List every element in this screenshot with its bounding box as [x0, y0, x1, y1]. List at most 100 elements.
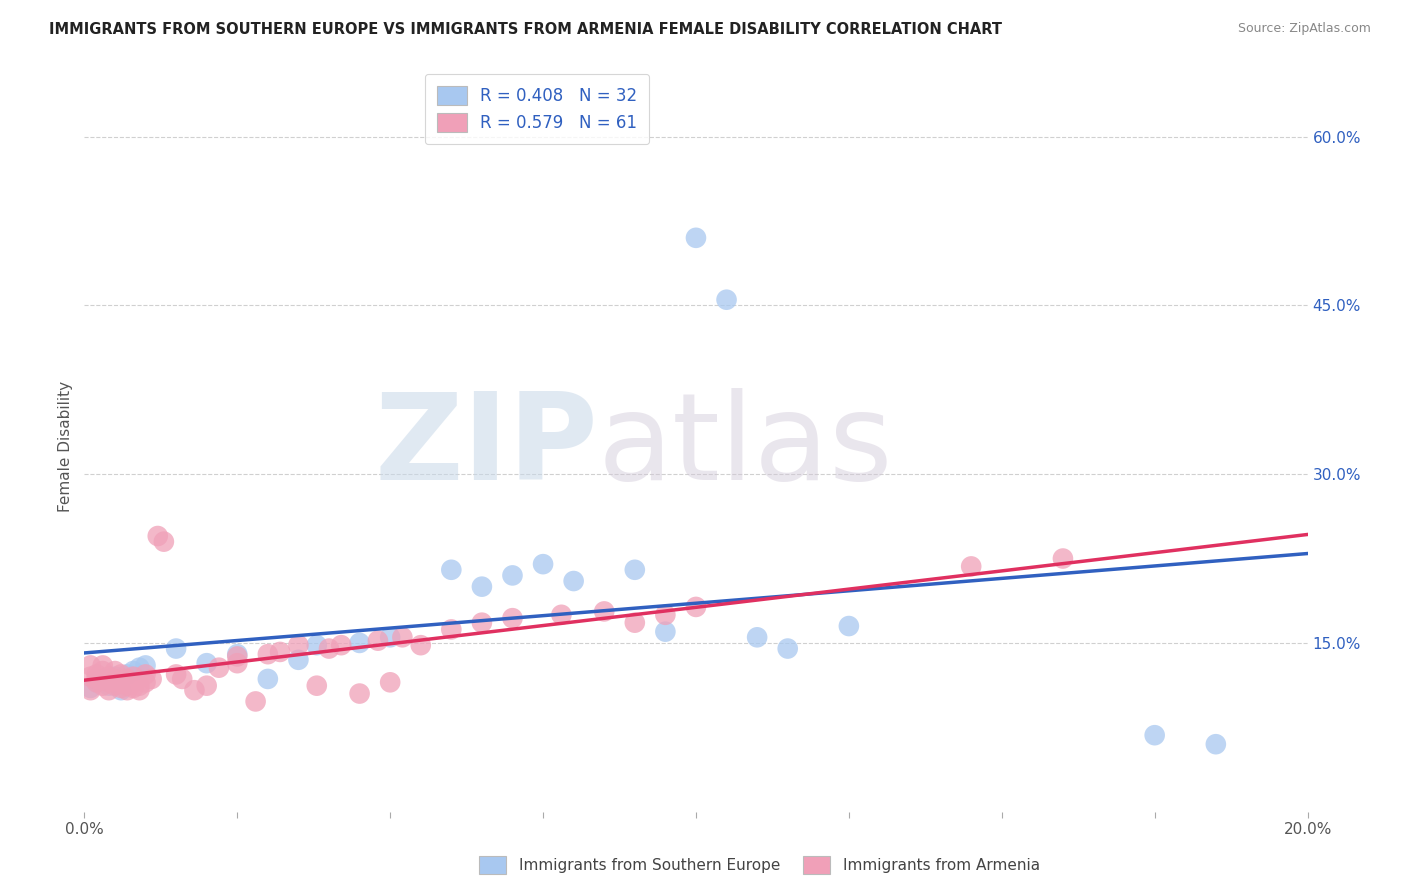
Point [593, 604, 616, 618]
Point [135, 667, 157, 681]
Point [195, 656, 218, 670]
Point [367, 633, 389, 648]
Point [91, 664, 114, 678]
Legend: Immigrants from Southern Europe, Immigrants from Armenia: Immigrants from Southern Europe, Immigra… [472, 850, 1046, 880]
Point [135, 658, 157, 673]
Point [440, 623, 463, 637]
Point [318, 641, 340, 656]
Point [110, 681, 132, 695]
Point [330, 638, 353, 652]
Point [122, 670, 145, 684]
Point [349, 636, 371, 650]
Point [208, 661, 231, 675]
Legend: R = 0.408   N = 32, R = 0.579   N = 61: R = 0.408 N = 32, R = 0.579 N = 61 [425, 74, 648, 145]
Point [135, 675, 157, 690]
Point [91, 672, 114, 686]
Point [838, 619, 860, 633]
Point [79, 681, 101, 695]
Point [349, 687, 371, 701]
Point [305, 679, 328, 693]
Point [104, 664, 127, 678]
Text: IMMIGRANTS FROM SOUTHERN EUROPE VS IMMIGRANTS FROM ARMENIA FEMALE DISABILITY COR: IMMIGRANTS FROM SOUTHERN EUROPE VS IMMIG… [49, 22, 1002, 37]
Point [165, 667, 187, 681]
Y-axis label: Female Disability: Female Disability [58, 380, 73, 512]
Point [747, 630, 769, 644]
Point [287, 653, 309, 667]
Point [1052, 551, 1074, 566]
Point [86, 675, 108, 690]
Point [624, 615, 647, 630]
Point [550, 607, 572, 622]
Point [624, 563, 647, 577]
Point [380, 675, 402, 690]
Point [104, 670, 127, 684]
Point [685, 231, 707, 245]
Point [776, 641, 799, 656]
Point [91, 658, 114, 673]
Point [86, 667, 108, 681]
Point [104, 672, 127, 686]
Point [654, 624, 676, 639]
Point [86, 672, 108, 686]
Point [716, 293, 738, 307]
Point [1205, 737, 1227, 751]
Text: ZIP: ZIP [374, 387, 598, 505]
Point [257, 647, 280, 661]
Point [245, 694, 267, 708]
Point [110, 683, 132, 698]
Point [128, 683, 150, 698]
Point [115, 683, 138, 698]
Point [172, 672, 194, 686]
Point [153, 534, 176, 549]
Point [562, 574, 585, 588]
Point [654, 607, 676, 622]
Point [226, 656, 249, 670]
Point [1143, 728, 1166, 742]
Point [128, 661, 150, 675]
Point [183, 683, 205, 698]
Point [226, 649, 249, 664]
Point [110, 675, 132, 690]
Point [115, 679, 138, 693]
Point [391, 630, 413, 644]
Point [440, 563, 463, 577]
Point [141, 672, 163, 686]
Point [409, 638, 432, 652]
Point [471, 615, 494, 630]
Point [502, 568, 524, 582]
Text: Source: ZipAtlas.com: Source: ZipAtlas.com [1237, 22, 1371, 36]
Point [146, 529, 169, 543]
Point [97, 670, 120, 684]
Point [122, 675, 145, 690]
Point [110, 667, 132, 681]
Point [122, 681, 145, 695]
Point [531, 557, 554, 571]
Point [226, 647, 249, 661]
Point [305, 638, 328, 652]
Point [287, 638, 309, 652]
Point [91, 672, 114, 686]
Point [165, 641, 187, 656]
Point [79, 670, 101, 684]
Point [960, 559, 983, 574]
Point [104, 679, 127, 693]
Point [380, 630, 402, 644]
Point [502, 611, 524, 625]
Point [122, 664, 145, 678]
Point [115, 672, 138, 686]
Point [269, 645, 291, 659]
Point [128, 679, 150, 693]
Point [471, 580, 494, 594]
Point [257, 672, 280, 686]
Point [97, 679, 120, 693]
Point [97, 675, 120, 690]
Point [79, 683, 101, 698]
Point [195, 679, 218, 693]
Point [91, 679, 114, 693]
Point [685, 599, 707, 614]
Point [86, 675, 108, 690]
Point [79, 658, 101, 673]
Point [97, 683, 120, 698]
Point [115, 667, 138, 681]
Text: atlas: atlas [598, 387, 894, 505]
